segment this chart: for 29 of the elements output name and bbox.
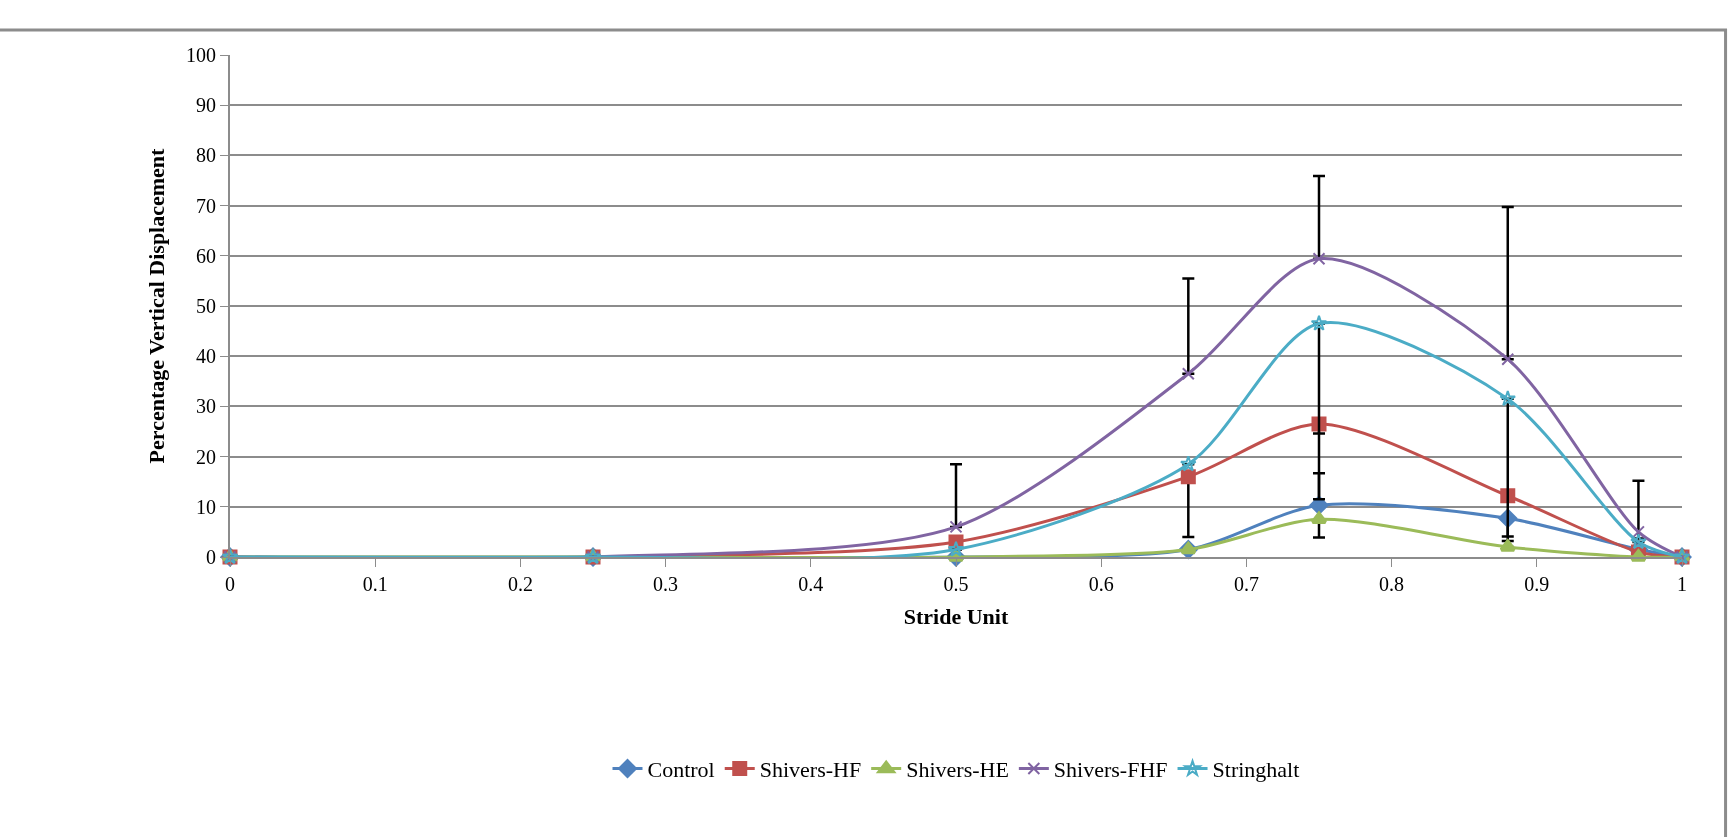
x-tick-label: 0.3 [653, 573, 679, 595]
legend-label: Stringhalt [1212, 757, 1300, 783]
legend-label: Shivers-FHF [1053, 757, 1168, 783]
y-tick-label: 10 [196, 495, 216, 518]
x-tick-label: 0.6 [1088, 573, 1114, 595]
y-tick-label: 50 [196, 295, 216, 317]
legend-label: Shivers-HF [759, 757, 862, 783]
y-tick-label: 80 [196, 144, 216, 167]
x-tick-label: 0 [225, 573, 235, 595]
y-tick-label: 70 [196, 194, 216, 217]
y-tick-label: 20 [196, 445, 216, 468]
legend-label: Control [647, 757, 715, 783]
x-tick-label: 0.5 [943, 573, 969, 595]
y-axis-title: Percentage Vertical Displacement [144, 147, 170, 464]
x-tick-label: 0.2 [507, 573, 533, 595]
y-tick-label: 100 [186, 44, 216, 66]
x-tick-label: 0.9 [1524, 573, 1550, 595]
y-tick-label: 0 [206, 546, 216, 568]
y-tick-label: 90 [196, 94, 216, 117]
x-tick-label: 0.1 [362, 573, 388, 595]
x-tick-label: 0.8 [1379, 573, 1405, 595]
x-axis-title: Stride Unit [903, 604, 1009, 630]
y-tick-label: 30 [196, 395, 216, 418]
x-tick-label: 1 [1677, 573, 1687, 595]
x-tick-label: 0.7 [1233, 573, 1259, 595]
y-tick-label: 40 [196, 345, 216, 368]
x-tick-label: 0.4 [798, 573, 824, 595]
legend-label: Shivers-HE [906, 757, 1009, 783]
y-tick-label: 60 [196, 244, 216, 267]
